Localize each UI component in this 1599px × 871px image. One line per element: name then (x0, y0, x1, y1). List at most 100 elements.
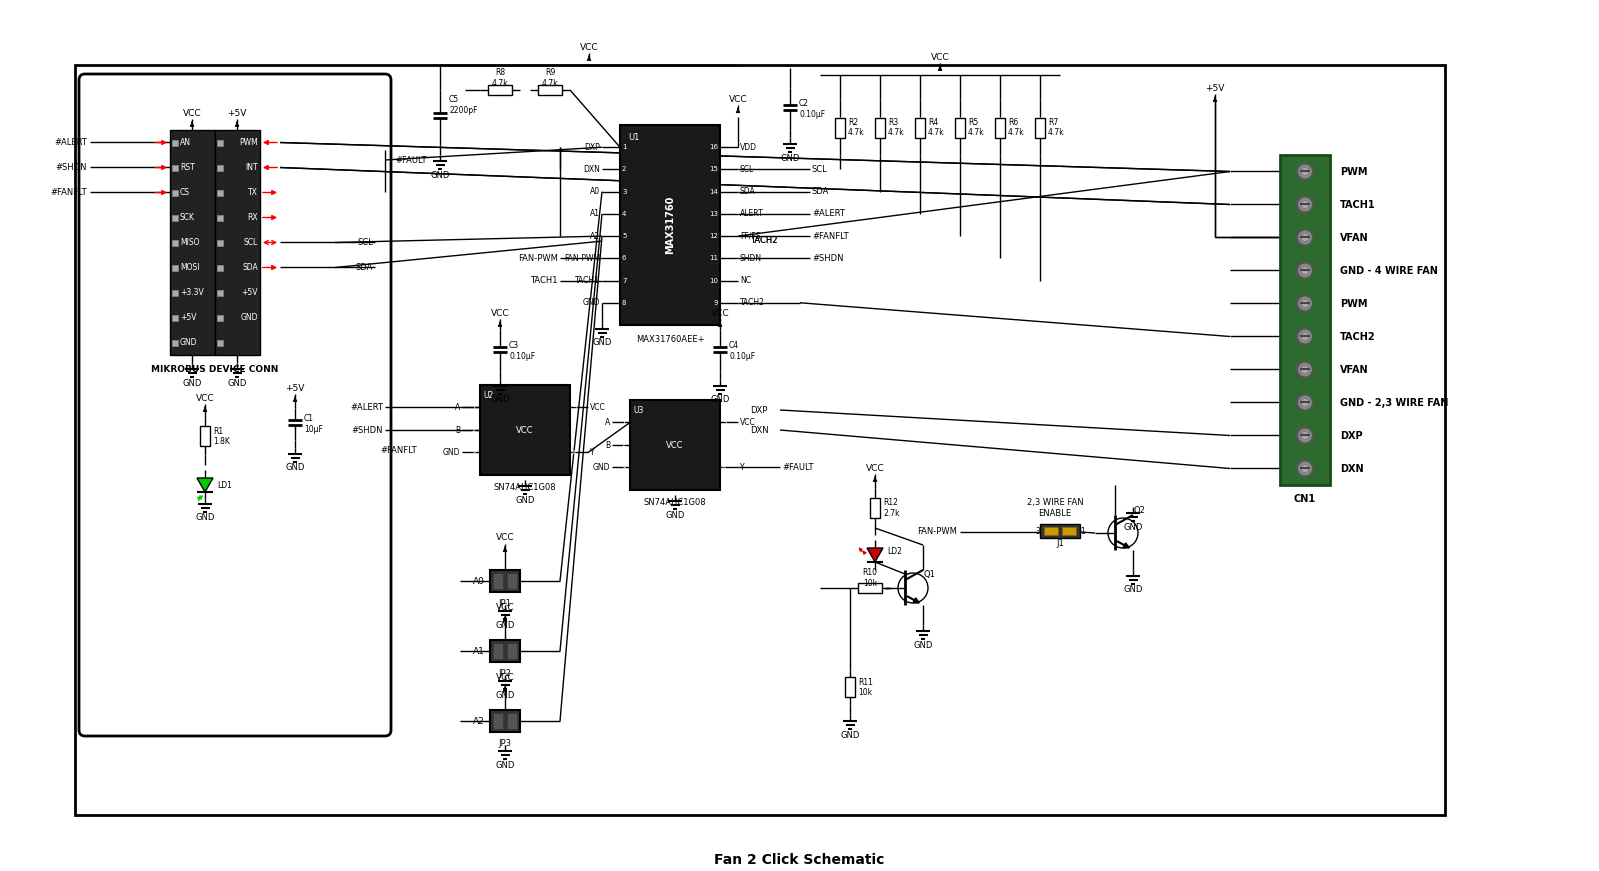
Text: GND: GND (182, 379, 201, 388)
Text: #SHDN: #SHDN (56, 163, 86, 172)
Text: SCL: SCL (740, 165, 755, 174)
Text: 3: 3 (622, 464, 625, 470)
Text: 7: 7 (622, 278, 627, 284)
Text: FF/FS: FF/FS (740, 232, 761, 240)
Text: SDA: SDA (243, 263, 257, 272)
Text: ALERT: ALERT (740, 209, 764, 219)
Text: VCC: VCC (182, 109, 201, 118)
Text: TACH1: TACH1 (531, 276, 558, 285)
Text: LD2: LD2 (887, 548, 902, 557)
Text: TACH1: TACH1 (576, 276, 600, 285)
Text: A0: A0 (590, 187, 600, 196)
Text: 14: 14 (708, 189, 718, 194)
Text: 1: 1 (622, 420, 625, 426)
Text: +5V: +5V (241, 288, 257, 297)
Circle shape (1302, 300, 1310, 307)
Text: VCC: VCC (729, 95, 747, 104)
Text: MAX31760: MAX31760 (665, 196, 675, 254)
Text: GND: GND (496, 620, 515, 630)
Text: NC: NC (740, 276, 752, 285)
Text: 15: 15 (708, 166, 718, 172)
Text: GND: GND (593, 463, 609, 472)
Bar (507, 573, 516, 589)
Bar (75, 65, 1445, 815)
Text: SCK: SCK (181, 213, 195, 222)
Text: A: A (454, 403, 461, 412)
Text: MAX31760AEE+: MAX31760AEE+ (636, 334, 704, 343)
Text: GND: GND (496, 691, 515, 699)
Circle shape (1302, 366, 1310, 374)
Circle shape (1302, 167, 1310, 175)
Text: VCC: VCC (496, 534, 515, 543)
Text: R6
4.7k: R6 4.7k (1007, 118, 1025, 138)
Text: 4: 4 (622, 211, 627, 217)
Text: FAN-PWM: FAN-PWM (564, 253, 600, 263)
Bar (875, 118, 884, 138)
Text: R11
10k: R11 10k (859, 678, 873, 697)
Bar (1035, 118, 1046, 138)
Bar (173, 214, 177, 220)
Text: VFAN: VFAN (1340, 364, 1369, 375)
Bar (173, 289, 177, 295)
Bar (844, 678, 855, 698)
Bar (1039, 524, 1079, 538)
Text: VFAN: VFAN (1340, 233, 1369, 242)
Text: A1: A1 (473, 646, 484, 656)
Text: #SHDN: #SHDN (352, 426, 384, 435)
Circle shape (1297, 361, 1313, 377)
Text: VDD: VDD (740, 143, 756, 152)
Bar (200, 427, 209, 447)
Text: 4: 4 (572, 449, 576, 456)
Text: 3: 3 (1035, 528, 1039, 537)
Text: SN74AHC1G08: SN74AHC1G08 (494, 483, 556, 491)
Bar (217, 165, 222, 171)
Text: R9
4.7k: R9 4.7k (542, 68, 558, 88)
Bar (870, 498, 879, 518)
Text: TACH2: TACH2 (1340, 332, 1375, 341)
Text: TACH2: TACH2 (750, 235, 777, 245)
Bar (173, 139, 177, 145)
Text: JP2: JP2 (499, 669, 512, 678)
Text: DXN: DXN (584, 165, 600, 174)
Bar (217, 240, 222, 246)
Text: C3
0.10μF: C3 0.10μF (508, 341, 536, 361)
Text: 2: 2 (472, 427, 477, 433)
Text: FAN-PWM: FAN-PWM (518, 253, 558, 263)
Text: 11: 11 (708, 255, 718, 261)
Text: GND: GND (1124, 585, 1143, 595)
Text: VCC: VCC (491, 308, 510, 318)
Bar (537, 85, 561, 95)
Polygon shape (197, 478, 213, 492)
Text: PWM: PWM (240, 138, 257, 147)
Text: VCC: VCC (516, 426, 534, 435)
Text: VCC: VCC (496, 604, 515, 612)
Text: #ALERT: #ALERT (812, 209, 844, 219)
Text: 5: 5 (723, 420, 726, 426)
Bar (630, 400, 720, 490)
Text: MISO: MISO (181, 238, 200, 247)
Bar (173, 314, 177, 321)
Text: SDA: SDA (812, 187, 830, 196)
Bar (173, 165, 177, 171)
Text: C2
0.10μF: C2 0.10μF (800, 99, 825, 118)
Text: C5
2200pF: C5 2200pF (449, 95, 478, 115)
Text: 12: 12 (708, 233, 718, 240)
Text: R3
4.7k: R3 4.7k (887, 118, 905, 138)
Text: VCC: VCC (710, 308, 729, 318)
Text: #FANFLT: #FANFLT (51, 188, 86, 197)
Text: R1
1.8K: R1 1.8K (213, 427, 230, 446)
Text: 10: 10 (708, 278, 718, 284)
Text: 1: 1 (472, 404, 477, 410)
Text: SDA: SDA (740, 187, 756, 196)
Text: JP3: JP3 (499, 739, 512, 747)
Text: VCC: VCC (667, 441, 684, 449)
Text: DXP: DXP (1340, 430, 1362, 441)
Bar (173, 190, 177, 195)
Text: 8: 8 (622, 300, 627, 306)
Bar (489, 570, 520, 592)
Text: GND: GND (665, 510, 684, 519)
Circle shape (1297, 461, 1313, 476)
Text: 9: 9 (713, 300, 718, 306)
Text: +5V: +5V (285, 383, 305, 393)
Text: GND: GND (430, 171, 449, 179)
